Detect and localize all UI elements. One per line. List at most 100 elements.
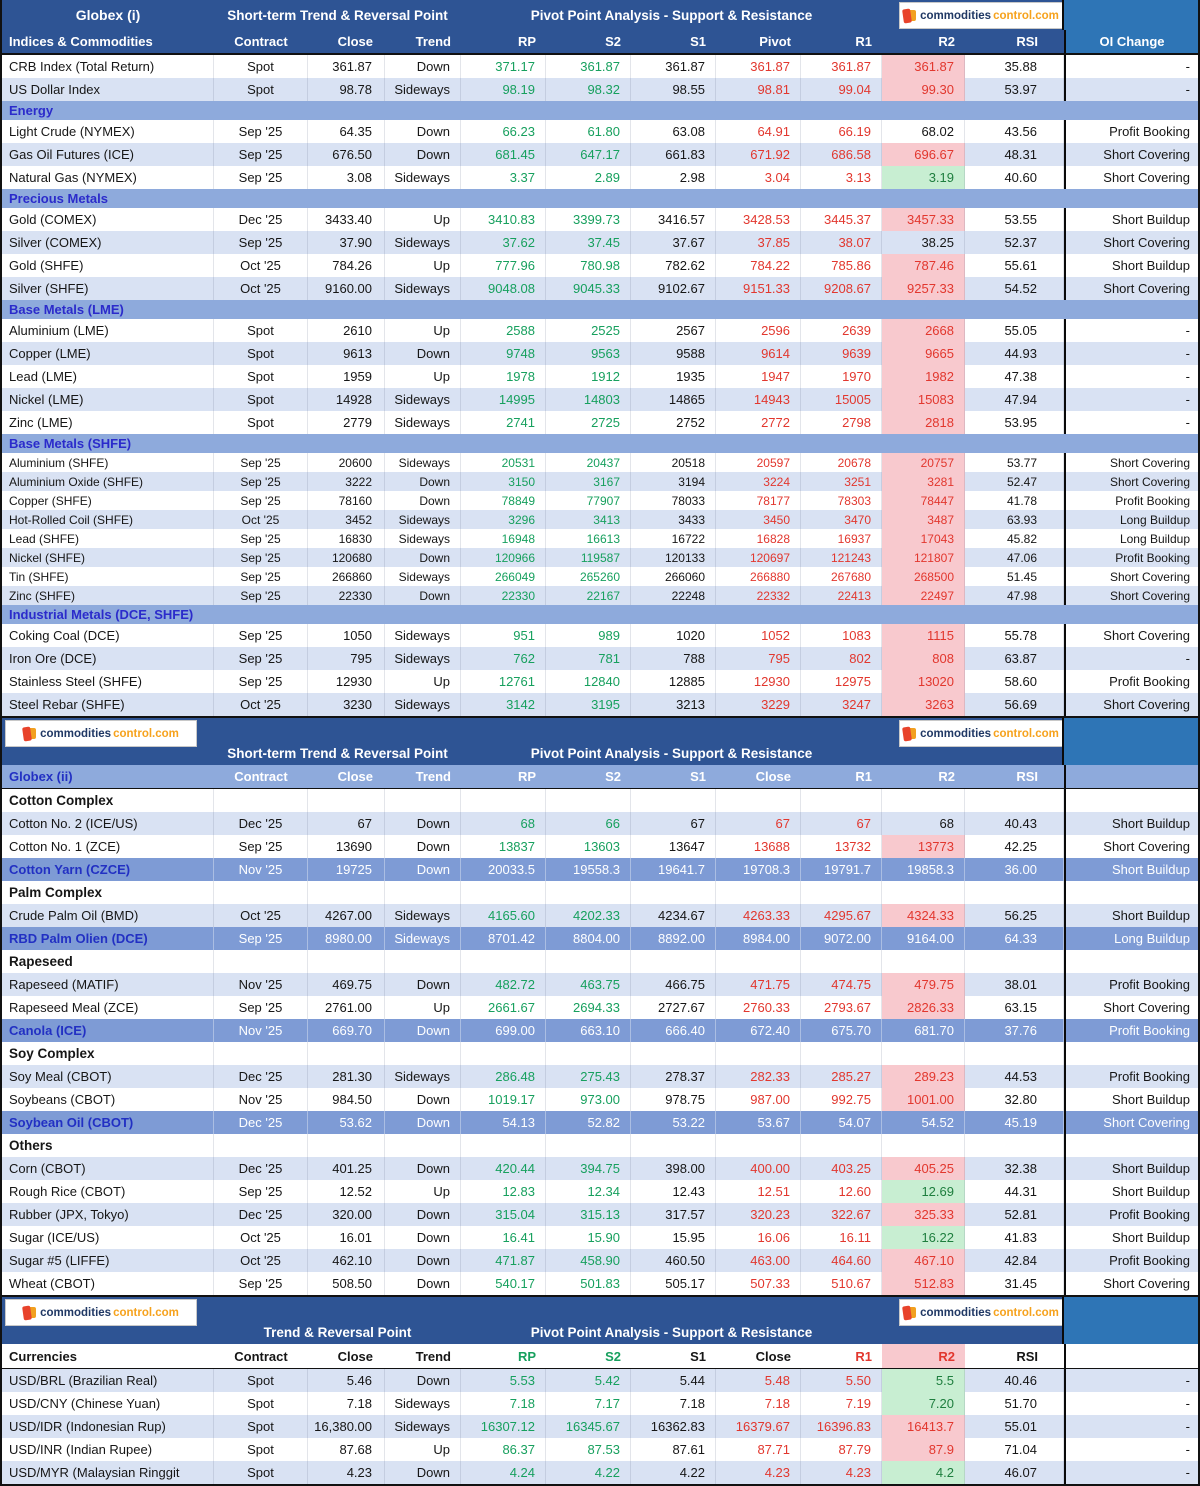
column-header-rp: RP — [517, 1348, 536, 1364]
cell-s2: 19558.3 — [546, 858, 631, 881]
cell-rsi: 52.81 — [965, 1203, 1064, 1226]
column-header-oi-change — [1064, 1344, 1198, 1368]
category-row: Base Metals (SHFE) — [2, 434, 1198, 453]
cell-close: 5.46 — [308, 1369, 385, 1392]
cell-trend: Down — [385, 1226, 461, 1249]
cell-r2: 99.30 — [882, 78, 965, 101]
cell-r2: 2668 — [882, 319, 965, 342]
cell-contract: Sep '25 — [214, 624, 308, 647]
cell-contract: Sep '25 — [214, 491, 308, 510]
cell-contract: Sep '25 — [214, 1272, 308, 1295]
commodity-name: Zinc (SHFE) — [2, 586, 214, 605]
cell-close — [308, 1042, 385, 1065]
cell-s1: 1020 — [631, 624, 716, 647]
cell-pivot: 320.23 — [716, 1203, 801, 1226]
cell-r1: 785.86 — [801, 254, 882, 277]
cell-close: 64.35 — [308, 120, 385, 143]
cell-s1: 3213 — [631, 693, 716, 716]
cell-rsi: 32.80 — [965, 1088, 1064, 1111]
cell-r2: 1001.00 — [882, 1088, 965, 1111]
cell-trend: Sideways — [385, 693, 461, 716]
cell-close — [308, 950, 385, 973]
cell-r2: 9665 — [882, 342, 965, 365]
cell-close: 469.75 — [308, 973, 385, 996]
column-header-oi-change: OI Change — [1064, 30, 1198, 53]
cell-r2: 9164.00 — [882, 927, 965, 950]
brand-name-bold: commodities — [920, 727, 992, 740]
cell-s2: 4.22 — [546, 1461, 631, 1484]
cell-pivot — [716, 1042, 801, 1065]
cell-trend: Sideways — [385, 1392, 461, 1415]
cell-r1: 2793.67 — [801, 996, 882, 1019]
cell-s2 — [546, 950, 631, 973]
cell-rsi: 35.88 — [965, 55, 1064, 78]
cell-contract: Spot — [214, 411, 308, 434]
cell-trend — [385, 1042, 461, 1065]
cell-r1: 87.79 — [801, 1438, 882, 1461]
column-header-name: Indices & Commodities — [9, 34, 153, 49]
column-header-close: Close — [337, 769, 373, 784]
category-row: Base Metals (LME) — [2, 300, 1198, 319]
column-header-s2: S2 — [605, 34, 621, 49]
cell-close: 78160 — [308, 491, 385, 510]
cell-oi-change: Short Covering — [1064, 624, 1198, 647]
commodity-name: Copper (LME) — [2, 342, 214, 365]
cell-close — [308, 789, 385, 812]
cell-rp: 14995 — [461, 388, 546, 411]
category-row: Energy — [2, 101, 1198, 120]
table-row: Iron Ore (DCE) Sep '25 795 Sideways 762 781 78… — [2, 647, 1198, 670]
cell-r1: 802 — [801, 647, 882, 670]
cell-s2: 2694.33 — [546, 996, 631, 1019]
cell-pivot: 3.04 — [716, 166, 801, 189]
brand-logo: commodities control.com — [899, 2, 1063, 29]
cell-rsi — [965, 881, 1064, 904]
column-header-r2: R2 — [938, 769, 955, 784]
cell-trend: Down — [385, 1019, 461, 1042]
cell-r1: 9208.67 — [801, 277, 882, 300]
cell-s1: 63.08 — [631, 120, 716, 143]
cell-close: 2761.00 — [308, 996, 385, 1019]
cell-oi-change: - — [1064, 388, 1198, 411]
cell-contract: Sep '25 — [214, 231, 308, 254]
cell-r2: 78447 — [882, 491, 965, 510]
cell-s1: 12885 — [631, 670, 716, 693]
cell-contract: Dec '25 — [214, 812, 308, 835]
cell-oi-change: Profit Booking — [1064, 1203, 1198, 1226]
column-header-r1: R1 — [855, 34, 872, 49]
cell-r2 — [882, 881, 965, 904]
cell-s1: 361.87 — [631, 55, 716, 78]
commodity-name: Coking Coal (DCE) — [2, 624, 214, 647]
cell-pivot: 784.22 — [716, 254, 801, 277]
cell-contract: Dec '25 — [214, 208, 308, 231]
cell-oi-change: Profit Booking — [1064, 548, 1198, 567]
section-band: Globex (i) Short-term Trend & Reversal Po… — [2, 0, 1198, 30]
cell-close: 3.08 — [308, 166, 385, 189]
cell-trend: Down — [385, 973, 461, 996]
category-row: Precious Metals — [2, 189, 1198, 208]
column-header-name: Globex (ii) — [9, 769, 73, 784]
cell-contract: Sep '25 — [214, 472, 308, 491]
cell-s1: 9588 — [631, 342, 716, 365]
cell-oi-change: Short Buildup — [1064, 1088, 1198, 1111]
table-row: Wheat (CBOT) Sep '25 508.50 Down 540.17 501.8… — [2, 1272, 1198, 1295]
cell-r1 — [801, 881, 882, 904]
cell-s2: 37.45 — [546, 231, 631, 254]
cell-contract: Spot — [214, 319, 308, 342]
table-row: Tin (SHFE) Sep '25 266860 Sideways 266049 265… — [2, 567, 1198, 586]
cell-close: 120680 — [308, 548, 385, 567]
cell-oi-change: Short Buildup — [1064, 254, 1198, 277]
column-header-close: Close — [337, 34, 373, 49]
cell-pivot: 37.85 — [716, 231, 801, 254]
cell-oi-change: - — [1064, 365, 1198, 388]
cell-s2: 66 — [546, 812, 631, 835]
cell-rsi: 63.15 — [965, 996, 1064, 1019]
table-row: RBD Palm Olien (DCE) Sep '25 8980.00 Sidewa… — [2, 927, 1198, 950]
cell-pivot: 16828 — [716, 529, 801, 548]
cell-r2 — [882, 1134, 965, 1157]
cell-oi-change: Profit Booking — [1064, 1249, 1198, 1272]
cell-rsi: 53.77 — [965, 453, 1064, 472]
cell-s2: 119587 — [546, 548, 631, 567]
cell-contract: Spot — [214, 1438, 308, 1461]
cell-pivot — [716, 881, 801, 904]
cell-contract: Sep '25 — [214, 647, 308, 670]
